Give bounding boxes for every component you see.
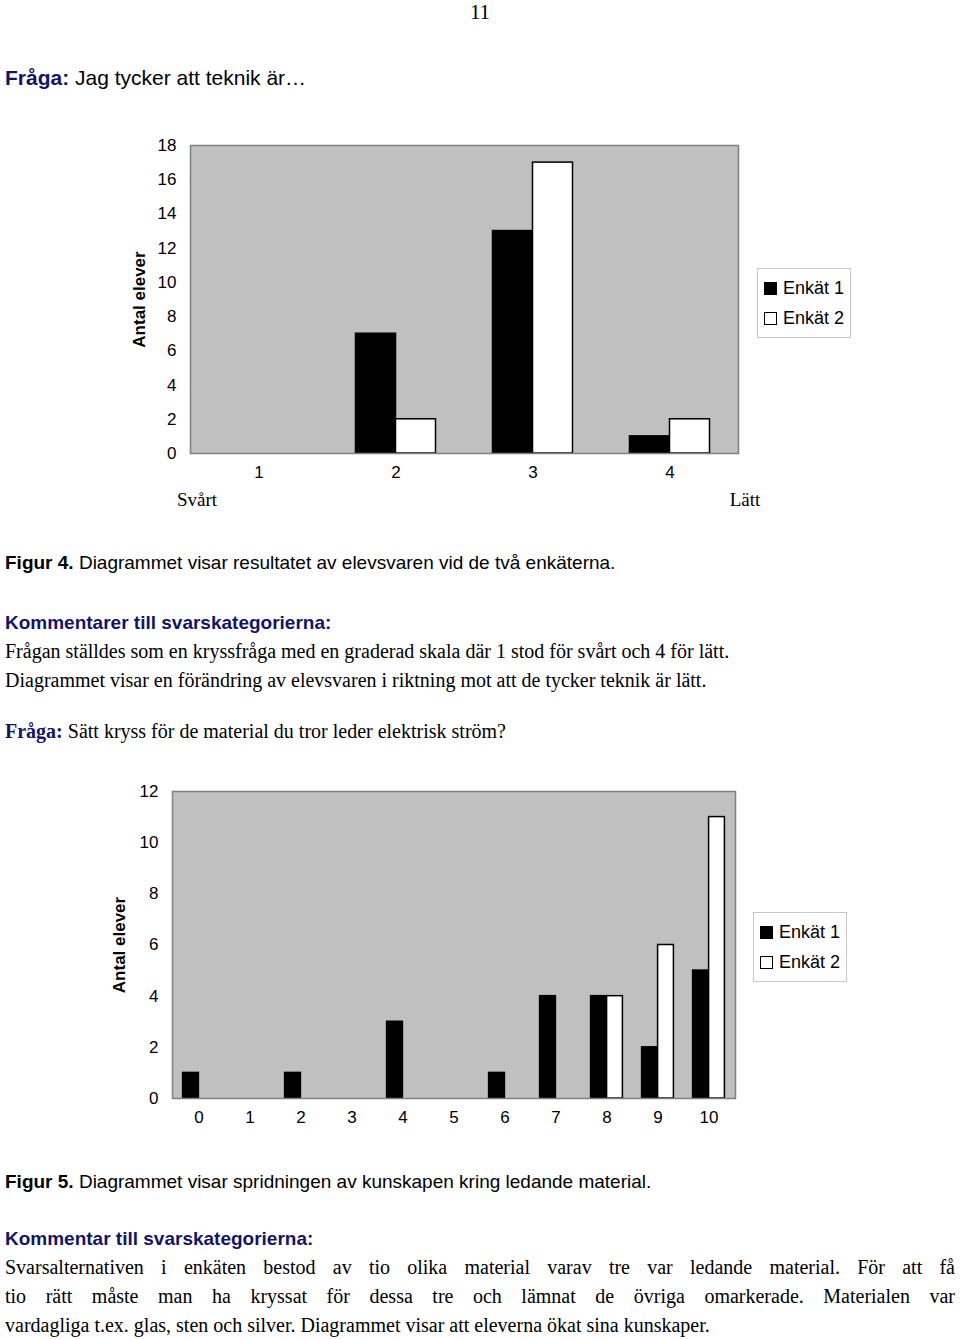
html-text:Figur 5. Diagrammet visar spri: Figur 5. Diagrammet visar spridningen av…	[5, 1171, 652, 1192]
svg-text:10: 10	[700, 1108, 719, 1127]
svg-text:5: 5	[449, 1108, 458, 1127]
svg-text:9: 9	[653, 1108, 662, 1127]
html-text:Enkät 1: Enkät 1	[783, 277, 844, 298]
html-text:Enkät 1: Enkät 1	[779, 921, 840, 942]
svg-text:7: 7	[551, 1108, 560, 1127]
svg-text:6: 6	[500, 1108, 509, 1127]
html-text:tio rätt måste man ha kryssat: tio rätt måste man ha kryssat för dessa …	[5, 1285, 955, 1307]
html-text:Diagrammet visar en förändring: Diagrammet visar en förändring av elevsv…	[5, 669, 707, 691]
html-text:Frågan ställdes som en kryssfr: Frågan ställdes som en kryssfråga med en…	[5, 640, 730, 662]
html-text:Fråga: Sätt kryss för de mater: Fråga: Sätt kryss för de material du tro…	[5, 720, 506, 742]
svg-text:2: 2	[149, 1038, 158, 1057]
svg-text:8: 8	[602, 1108, 611, 1127]
html-text:Kommentar till svarskategorier: Kommentar till svarskategorierna:	[5, 1228, 314, 1249]
svg-text:1: 1	[254, 463, 263, 482]
svg-text:8: 8	[167, 307, 176, 326]
svg-text:0: 0	[167, 444, 176, 463]
html-text:Svarsalternativen i enkäten be: Svarsalternativen i enkäten bestod av ti…	[5, 1256, 955, 1278]
svg-text:3: 3	[528, 463, 537, 482]
svg-text:0: 0	[194, 1108, 203, 1127]
html-text:Enkät 2: Enkät 2	[779, 951, 840, 972]
svg-text:16: 16	[158, 170, 177, 189]
html-text:Enkät 2: Enkät 2	[783, 307, 844, 328]
html-text:Svårt: Svårt	[176, 489, 218, 510]
html-text:Kommentarer till svarskategori: Kommentarer till svarskategorierna:	[5, 612, 332, 633]
svg-text:1: 1	[245, 1108, 254, 1127]
svg-text:2: 2	[296, 1108, 305, 1127]
svg-text:4: 4	[665, 463, 674, 482]
html-text:Lätt: Lätt	[729, 489, 761, 510]
svg-text:14: 14	[158, 204, 177, 223]
svg-text:2: 2	[391, 463, 400, 482]
html-text:Figur 4. Diagrammet visar resu: Figur 4. Diagrammet visar resultatet av …	[5, 552, 616, 573]
svg-text:4: 4	[398, 1108, 407, 1127]
svg-text:12: 12	[158, 239, 177, 258]
svg-text:12: 12	[140, 782, 159, 801]
svg-text:18: 18	[158, 136, 177, 155]
html-text:11: 11	[469, 0, 491, 24]
svg-text:Antal elever: Antal elever	[110, 896, 129, 993]
svg-text:Antal elever: Antal elever	[130, 251, 149, 348]
html-text:Fråga: Jag tycker att teknik ä: Fråga: Jag tycker att teknik är…	[5, 66, 307, 89]
svg-text:6: 6	[167, 341, 176, 360]
svg-text:10: 10	[140, 833, 159, 852]
svg-text:4: 4	[167, 375, 176, 394]
svg-text:2: 2	[167, 410, 176, 429]
html-text:vardagliga t.ex. glas, sten oc: vardagliga t.ex. glas, sten och silver. …	[5, 1314, 710, 1336]
svg-text:6: 6	[149, 935, 158, 954]
svg-text:10: 10	[158, 273, 177, 292]
svg-text:3: 3	[347, 1108, 356, 1127]
svg-text:0: 0	[149, 1089, 158, 1108]
svg-text:8: 8	[149, 884, 158, 903]
svg-text:4: 4	[149, 987, 158, 1006]
